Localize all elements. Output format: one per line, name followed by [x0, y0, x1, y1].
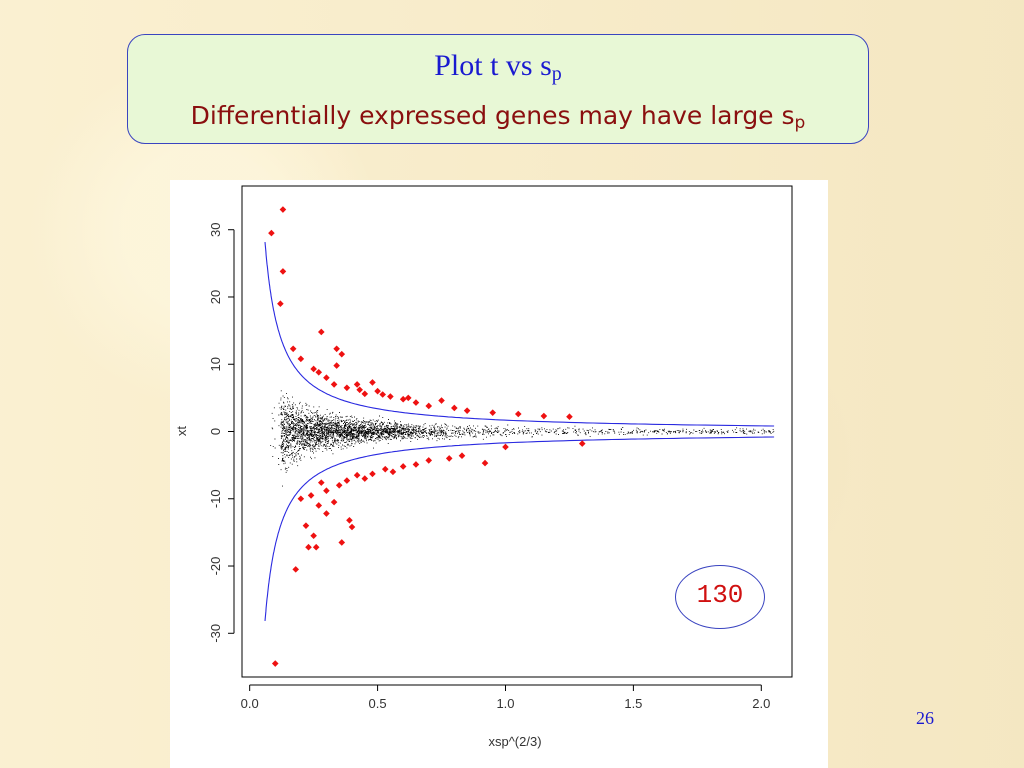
- slide-title-text: Plot t vs s: [434, 49, 552, 82]
- highlighted-point: [318, 479, 325, 486]
- highlighted-point: [312, 543, 320, 551]
- highlighted-point: [277, 300, 284, 308]
- highlighted-point: [451, 404, 458, 412]
- slide-title-subscript: p: [551, 63, 562, 85]
- highlighted-point: [540, 412, 548, 420]
- y-tick-label: -30: [208, 624, 223, 643]
- highlighted-point: [381, 465, 389, 473]
- x-tick-label: 1.0: [496, 696, 514, 711]
- highlighted-point: [315, 502, 323, 509]
- bulk-point-cloud: [270, 390, 775, 487]
- page-number: 26: [916, 708, 934, 728]
- highlighted-point: [292, 566, 300, 573]
- highlighted-point: [279, 268, 287, 275]
- highlighted-point: [481, 459, 489, 467]
- threshold-curve-lower: [264, 436, 775, 621]
- highlighted-point: [289, 345, 297, 353]
- slide-subtitle-text: Differentially expressed genes may have …: [190, 101, 795, 130]
- y-tick-label: 10: [208, 357, 223, 371]
- highlighted-point: [330, 498, 338, 506]
- y-tick-label: 20: [208, 290, 223, 304]
- highlighted-point: [412, 399, 420, 406]
- highlighted-point: [489, 409, 496, 416]
- highlighted-point: [323, 487, 330, 494]
- highlighted-point: [361, 475, 369, 482]
- highlighted-point: [369, 379, 376, 386]
- y-tick-label: -20: [208, 557, 223, 576]
- threshold-curve-upper: [264, 242, 775, 427]
- highlighted-point: [412, 461, 420, 468]
- highlighted-point: [346, 516, 353, 524]
- highlighted-point: [425, 402, 433, 410]
- slide-subtitle: Differentially expressed genes may have …: [128, 101, 868, 133]
- slide-title-box: Plot t vs sp Differentially expressed ge…: [127, 34, 869, 144]
- highlighted-point: [333, 362, 340, 369]
- highlighted-point: [279, 206, 287, 213]
- highlighted-point: [578, 440, 586, 447]
- highlighted-point: [318, 328, 325, 336]
- highlighted-point: [353, 381, 361, 388]
- highlighted-point: [310, 532, 317, 540]
- highlighted-point: [463, 407, 471, 414]
- scatter-plot: 0.0 0.5 1.0 1.5 2.0 -30 -20 -10 0 10 20 30 xsp^(2/…: [174, 185, 793, 749]
- x-tick-label: 2.0: [752, 696, 770, 711]
- highlighted-point: [458, 452, 466, 460]
- y-axis-title: xt: [174, 426, 189, 437]
- highlighted-point: [338, 539, 346, 546]
- plot-panel: 0.0 0.5 1.0 1.5 2.0 -30 -20 -10 0 10 20 30 xsp^(2/…: [170, 180, 828, 768]
- highlighted-point: [333, 345, 340, 353]
- highlighted-point: [323, 510, 330, 517]
- x-tick-label: 0.0: [241, 696, 259, 711]
- highlighted-point: [297, 495, 305, 503]
- highlighted-point: [307, 492, 315, 499]
- x-axis-title: xsp^(2/3): [488, 734, 541, 749]
- y-tick-label: -10: [208, 489, 223, 508]
- highlighted-point: [343, 477, 351, 484]
- highlighted-point: [302, 522, 310, 529]
- highlighted-point: [387, 393, 394, 400]
- highlighted-points: [268, 206, 586, 667]
- highlighted-point: [566, 413, 573, 421]
- y-axis: -30 -20 -10 0 10 20 30: [208, 222, 235, 643]
- y-tick-label: 0: [208, 428, 223, 435]
- threshold-curves: [264, 242, 775, 621]
- highlighted-point: [343, 384, 351, 392]
- x-tick-label: 1.5: [624, 696, 642, 711]
- x-axis: 0.0 0.5 1.0 1.5 2.0: [241, 684, 770, 711]
- x-tick-label: 0.5: [369, 696, 387, 711]
- highlighted-point: [361, 390, 369, 398]
- highlighted-point: [338, 350, 346, 358]
- highlighted-point: [438, 397, 445, 404]
- slide-subtitle-subscript: p: [794, 113, 806, 133]
- bulk-points: [270, 390, 775, 487]
- highlighted-point: [268, 229, 275, 237]
- highlighted-point: [374, 387, 381, 395]
- highlighted-point: [369, 470, 376, 478]
- highlighted-point: [404, 394, 412, 402]
- highlighted-point: [297, 355, 305, 363]
- highlighted-point: [356, 386, 363, 394]
- highlighted-point: [330, 381, 338, 388]
- highlighted-point: [425, 457, 433, 464]
- count-ellipse: [675, 565, 765, 629]
- highlighted-point: [445, 455, 453, 462]
- highlighted-point: [399, 463, 407, 470]
- highlighted-point: [389, 468, 397, 476]
- y-tick-label: 30: [208, 222, 223, 236]
- highlighted-point: [502, 443, 509, 451]
- highlighted-point: [399, 395, 407, 403]
- highlighted-point: [379, 391, 386, 398]
- highlighted-point: [353, 471, 361, 479]
- highlighted-point: [305, 543, 312, 551]
- slide-title: Plot t vs sp: [128, 49, 868, 86]
- highlighted-point: [271, 660, 279, 667]
- highlighted-point: [310, 365, 317, 373]
- highlighted-point: [514, 410, 522, 418]
- highlighted-point: [335, 482, 343, 489]
- count-label: 130: [696, 580, 744, 610]
- highlighted-point: [315, 369, 323, 376]
- highlighted-point: [348, 523, 356, 531]
- highlighted-point: [323, 374, 330, 381]
- plot-frame: [241, 185, 793, 678]
